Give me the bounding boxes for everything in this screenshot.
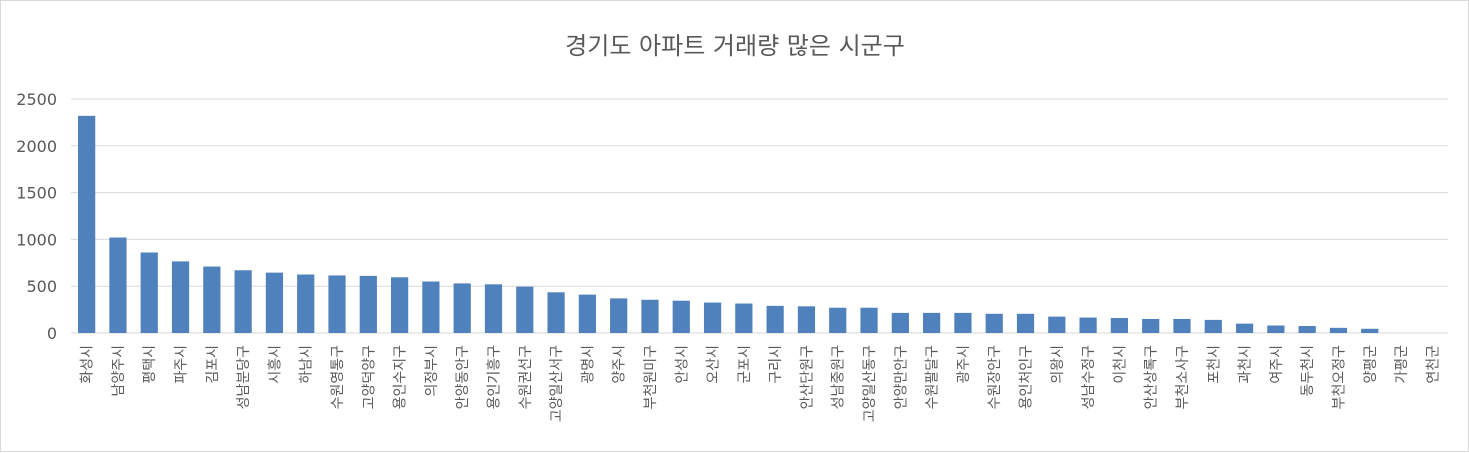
x-category-label: 수원장안구 — [987, 345, 1003, 410]
x-category-label: 동두천시 — [1300, 345, 1316, 397]
bar — [1142, 318, 1160, 333]
bar — [1110, 318, 1129, 333]
x-category-label: 수원팔달구 — [925, 345, 941, 410]
y-tick-label: 0 — [47, 324, 57, 343]
bar — [1048, 316, 1066, 333]
x-category-label: 부천원미구 — [643, 345, 659, 410]
bar — [422, 281, 440, 333]
y-tick-label: 1500 — [16, 184, 57, 203]
y-tick-label: 500 — [26, 277, 57, 296]
y-tick-label: 2500 — [16, 90, 57, 109]
bar — [203, 266, 221, 333]
bar — [891, 312, 909, 333]
x-axis-category-labels: 화성시 남양주시 평택시 파주시 김포시 성남분당구 시흥시 하남시 수원영통구 고양덕양구 용인수… — [80, 345, 1442, 422]
x-category-label: 구리시 — [768, 345, 784, 384]
x-category-label: 수원영통구 — [330, 345, 346, 410]
bars — [78, 115, 1379, 334]
x-category-label: 고양일산동구 — [862, 345, 878, 422]
x-category-label: 가평군 — [1394, 345, 1410, 384]
bar — [453, 283, 471, 333]
bar — [703, 302, 722, 333]
bar — [797, 306, 816, 333]
x-category-label: 안양만안구 — [893, 345, 909, 410]
chart-title: 경기도 아파트 거래량 많은 시군구 — [565, 32, 905, 60]
x-category-label: 파주시 — [174, 345, 190, 384]
x-category-label: 수원권선구 — [518, 345, 534, 410]
bar — [234, 270, 252, 333]
bar — [766, 305, 784, 333]
x-category-label: 고양일산서구 — [549, 345, 565, 422]
x-category-label: 성남중원구 — [831, 345, 847, 410]
x-category-label: 과천시 — [1238, 345, 1254, 384]
bar — [78, 115, 96, 334]
x-category-label: 의왕시 — [1050, 345, 1066, 384]
x-category-label: 양주시 — [612, 345, 628, 384]
x-category-label: 시흥시 — [267, 345, 283, 384]
x-category-label: 고양덕양구 — [361, 345, 377, 410]
x-category-label: 남양주시 — [111, 345, 127, 397]
x-category-label: 이천시 — [1112, 345, 1128, 384]
bar — [735, 303, 753, 333]
x-category-label: 부천오정구 — [1331, 345, 1347, 410]
bar — [328, 275, 346, 333]
bar — [672, 300, 690, 333]
bar — [390, 277, 409, 333]
bar — [860, 307, 878, 333]
x-category-label: 포천시 — [1206, 345, 1222, 384]
x-category-label: 화성시 — [80, 345, 96, 384]
bar — [1235, 323, 1254, 333]
bar — [140, 252, 158, 333]
bar — [641, 299, 659, 333]
bar — [1016, 313, 1035, 333]
bar — [1329, 327, 1348, 333]
x-category-label: 여주시 — [1269, 345, 1285, 384]
x-category-label: 광명시 — [580, 345, 596, 384]
bar — [265, 272, 284, 333]
x-category-label: 김포시 — [205, 345, 221, 384]
bar — [1173, 318, 1191, 333]
bar — [547, 292, 565, 333]
x-category-label: 양평군 — [1363, 345, 1379, 384]
bar — [297, 274, 315, 333]
bar — [516, 286, 534, 333]
x-category-label: 의정부시 — [424, 345, 440, 397]
bar — [1298, 325, 1316, 333]
bar — [1079, 317, 1097, 333]
bar — [610, 298, 628, 333]
bar — [359, 275, 377, 333]
bar — [578, 294, 596, 333]
x-category-label: 하남시 — [299, 345, 315, 384]
x-category-label: 용인기흥구 — [486, 345, 502, 410]
bar — [1267, 325, 1285, 333]
x-category-label: 군포시 — [737, 345, 753, 384]
x-category-label: 오산시 — [706, 345, 722, 384]
x-category-label: 안양동안구 — [455, 345, 471, 410]
x-category-label: 연천군 — [1425, 345, 1441, 384]
bar — [923, 312, 941, 333]
x-category-label: 안산상록구 — [1144, 345, 1160, 410]
x-category-label: 안산단원구 — [799, 345, 815, 410]
bar — [985, 313, 1003, 333]
x-category-label: 용인수지구 — [393, 345, 409, 410]
bar — [829, 307, 847, 333]
y-axis-ticks: 0 500 1000 1500 2000 2500 — [16, 90, 57, 343]
x-category-label: 용인처인구 — [1019, 345, 1035, 410]
x-category-label: 성남분당구 — [236, 345, 252, 410]
bar — [484, 284, 503, 333]
bar — [171, 261, 190, 333]
x-category-label: 안성시 — [674, 345, 690, 384]
x-category-label: 성남수정구 — [1081, 345, 1097, 410]
bar — [1204, 319, 1222, 333]
x-category-label: 평택시 — [142, 345, 158, 384]
x-category-label: 광주시 — [956, 345, 972, 384]
bar — [954, 312, 972, 333]
bar — [1361, 328, 1379, 333]
x-category-label: 부천소사구 — [1175, 345, 1191, 410]
y-tick-label: 1000 — [16, 230, 57, 249]
bar — [109, 237, 127, 333]
y-tick-label: 2000 — [16, 137, 57, 156]
